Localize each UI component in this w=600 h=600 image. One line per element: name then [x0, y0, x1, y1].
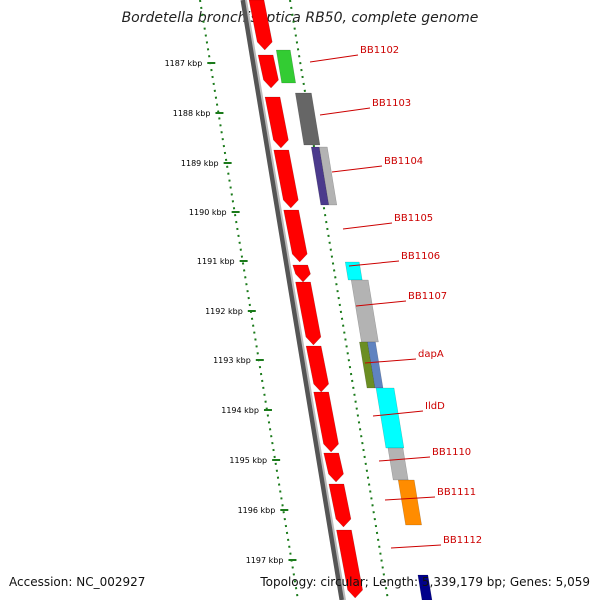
- reverse-gene-block: [350, 279, 379, 343]
- forward-gene-arrow: [323, 452, 344, 483]
- gene-labels: BB1102 BB1103 BB1104 BB1105 BB1106 BB1107 dapA…: [309, 45, 482, 549]
- label-leader: [342, 222, 393, 230]
- tick-label: 1193 kbp: [213, 356, 251, 365]
- forward-gene-arrow: [295, 281, 322, 346]
- map-title: Bordetella bronchiseptica RB50, complete…: [121, 10, 479, 26]
- reverse-gene-block: [318, 146, 338, 206]
- gene-label: dapA: [418, 349, 444, 360]
- label-leader: [372, 410, 424, 417]
- tick-label: 1187 kbp: [165, 59, 203, 68]
- tick-label: 1190 kbp: [189, 208, 227, 217]
- accession-text: Accession: NC_002927: [9, 575, 146, 589]
- gene-label: IldD: [425, 401, 445, 412]
- forward-gene-arrow: [273, 149, 299, 209]
- reverse-gene-block: [295, 92, 321, 146]
- forward-gene-arrow: [328, 483, 352, 528]
- label-leader: [309, 54, 359, 63]
- gene-label: BB1110: [432, 447, 471, 458]
- reverse-gene-block: [387, 447, 409, 481]
- gene-label: BB1111: [437, 487, 476, 498]
- label-leader: [319, 107, 371, 116]
- reverse-gene-block: [375, 387, 405, 449]
- label-leader: [364, 358, 417, 364]
- summary-text: Topology: circular; Length: 5,339,179 bp…: [260, 575, 590, 589]
- tick-label: 1196 kbp: [238, 506, 276, 515]
- tick-label: 1188 kbp: [173, 109, 211, 118]
- kbp-ticks: 1187 kbp 1188 kbp 1189 kbp 1190 kbp 1191 kbp…: [165, 59, 297, 565]
- label-leader: [355, 300, 407, 307]
- label-leader: [378, 456, 431, 462]
- gene-label: BB1102: [360, 45, 399, 56]
- label-leader: [348, 260, 400, 267]
- forward-gene-arrow: [283, 209, 308, 263]
- label-leader: [331, 165, 383, 173]
- reverse-gene-block: [275, 49, 296, 84]
- tick-label: 1192 kbp: [205, 307, 243, 316]
- gene-label: BB1107: [408, 291, 447, 302]
- forward-gene-arrow: [292, 264, 311, 283]
- tick-label: 1197 kbp: [246, 556, 284, 565]
- backbone: [240, 0, 346, 600]
- tick-label: 1194 kbp: [221, 406, 259, 415]
- gene-features: [248, 0, 433, 600]
- reverse-gene-block: [397, 479, 422, 526]
- gene-label: BB1104: [384, 156, 423, 167]
- forward-gene-arrow: [313, 391, 339, 453]
- reverse-gene-block: [417, 574, 433, 600]
- gene-label: BB1103: [372, 98, 411, 109]
- gene-label: BB1105: [394, 213, 433, 224]
- forward-gene-arrow: [336, 529, 363, 599]
- forward-gene-arrow: [257, 54, 279, 89]
- tick-label: 1195 kbp: [229, 456, 267, 465]
- gene-label: BB1106: [401, 251, 440, 262]
- label-leader: [390, 544, 442, 549]
- forward-gene-arrow: [305, 345, 329, 393]
- tick-label: 1191 kbp: [197, 257, 235, 266]
- forward-gene-arrow: [264, 96, 289, 149]
- label-leader: [384, 496, 436, 501]
- tick-label: 1189 kbp: [181, 159, 219, 168]
- forward-gene-arrow: [248, 0, 273, 51]
- gene-label: BB1112: [443, 535, 482, 546]
